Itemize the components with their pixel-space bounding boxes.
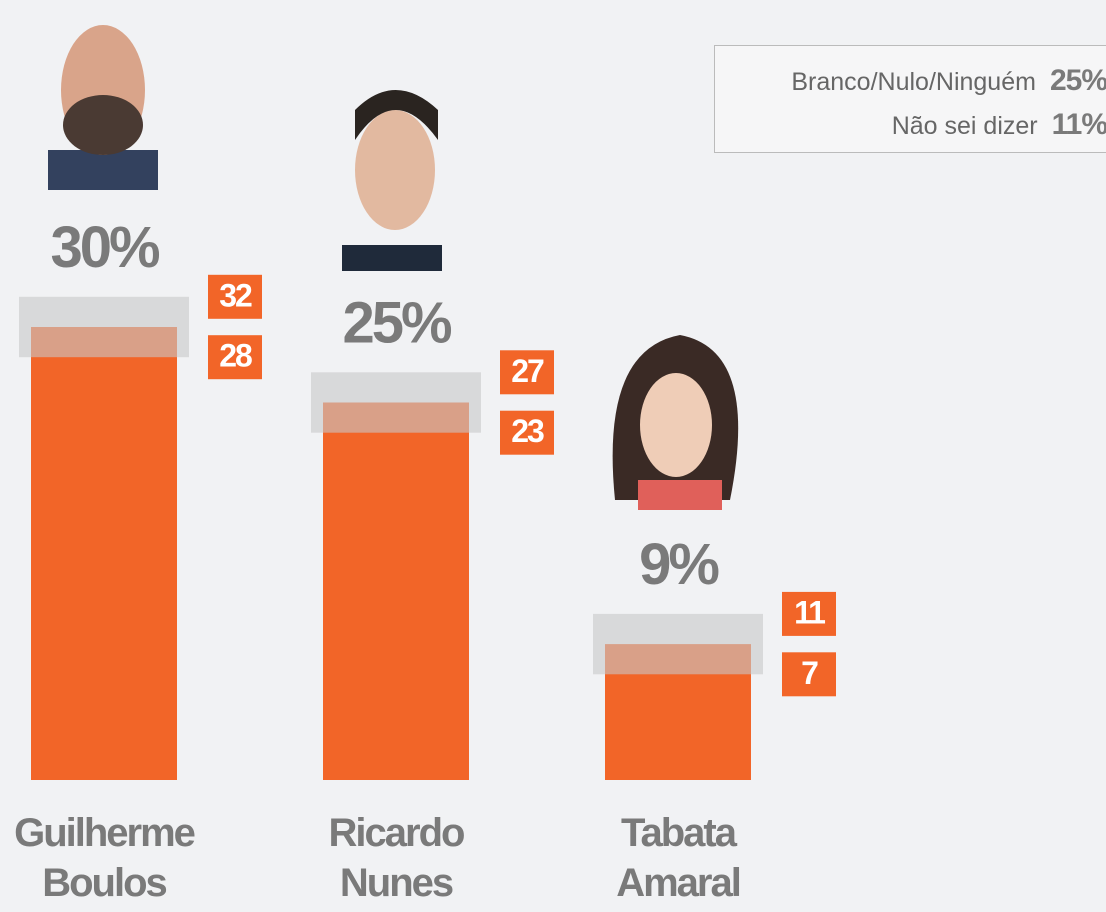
- bar: [323, 402, 469, 780]
- value-label: 9%: [639, 532, 719, 597]
- low-label: 7: [801, 655, 818, 691]
- bar: [31, 327, 177, 780]
- high-box: [500, 350, 554, 395]
- portrait: [612, 335, 739, 510]
- high-box: [208, 274, 262, 319]
- error-range: [311, 372, 481, 433]
- portrait: [48, 25, 158, 190]
- legend-value: 25%: [1049, 64, 1106, 97]
- high-box: [782, 591, 836, 636]
- high-label: 27: [511, 353, 544, 389]
- value-label: 25%: [342, 291, 452, 356]
- low-box: [500, 410, 554, 455]
- legend-row: Não sei dizer 11%: [892, 108, 1106, 142]
- low-box: [208, 335, 262, 380]
- low-box: [782, 652, 836, 697]
- legend-label: Não sei dizer: [891, 112, 1038, 140]
- error-range: [19, 296, 189, 358]
- high-label: 32: [219, 277, 252, 313]
- legend-row: Branco/Nulo/Ninguém 25%: [791, 64, 1106, 98]
- category-label: Tabata Amaral: [616, 811, 742, 905]
- category-label: Ricardo Nunes: [328, 811, 466, 905]
- low-label: 23: [511, 413, 544, 449]
- category-label: Guilherme Boulos: [14, 811, 196, 905]
- portrait: [342, 90, 442, 271]
- low-label: 28: [219, 338, 252, 374]
- legend: Branco/Nulo/Ninguém 25% Não sei dizer 11%: [714, 45, 1106, 153]
- value-label: 30%: [50, 215, 160, 280]
- legend-value: 11%: [1051, 108, 1106, 141]
- high-label: 11: [794, 594, 825, 630]
- legend-label: Branco/Nulo/Ninguém: [791, 68, 1036, 96]
- error-range: [593, 613, 763, 675]
